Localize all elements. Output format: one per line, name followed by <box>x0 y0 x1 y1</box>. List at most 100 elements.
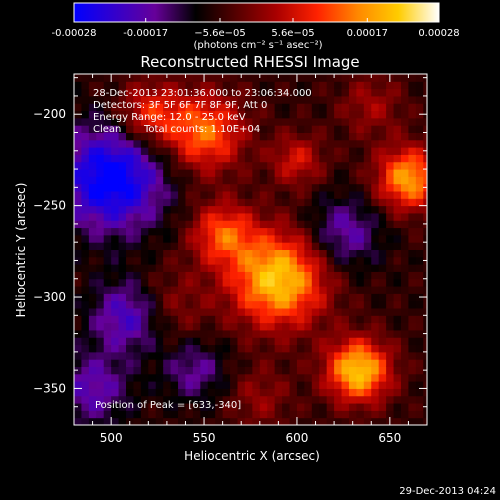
heatmap-cell <box>111 242 120 250</box>
heatmap-cell <box>311 381 320 389</box>
heatmap-cell <box>319 322 328 331</box>
heatmap-cell <box>148 81 157 90</box>
heatmap-cell <box>423 242 427 250</box>
heatmap-cell <box>282 293 291 302</box>
heatmap-cell <box>215 183 224 192</box>
heatmap-cell <box>81 212 90 221</box>
heatmap-cell <box>103 373 112 382</box>
heatmap-cell <box>163 286 172 294</box>
heatmap-cell <box>96 95 105 104</box>
heatmap-cell <box>348 227 357 236</box>
heatmap-cell <box>334 337 343 346</box>
heatmap-cell <box>252 286 261 294</box>
heatmap-cell <box>282 234 291 243</box>
heatmap-cell <box>163 139 172 148</box>
heatmap-cell <box>282 337 291 346</box>
heatmap-cell <box>326 74 335 82</box>
heatmap-cell <box>230 154 238 163</box>
heatmap-cell <box>274 125 283 133</box>
heatmap-cell <box>386 125 395 133</box>
heatmap-cell <box>185 191 194 199</box>
heatmap-cell <box>400 249 409 258</box>
heatmap-cell <box>163 103 172 112</box>
heatmap-cell <box>96 366 105 375</box>
heatmap-cell <box>222 81 231 90</box>
heatmap-cell <box>178 403 186 411</box>
heatmap-cell <box>244 373 253 382</box>
heatmap-cell <box>178 337 186 346</box>
heatmap-cell <box>296 344 305 353</box>
heatmap-cell <box>133 351 142 360</box>
heatmap-cell <box>185 154 194 163</box>
heatmap-cell <box>400 191 409 199</box>
heatmap-cell <box>81 329 90 338</box>
heatmap-cell <box>178 212 186 221</box>
heatmap-cell <box>415 176 424 185</box>
heatmap-cell <box>252 81 261 90</box>
heatmap-cell <box>178 88 186 97</box>
heatmap-cell <box>103 169 112 177</box>
heatmap-cell <box>200 329 209 338</box>
heatmap-cell <box>274 212 283 221</box>
heatmap-cell <box>289 271 298 280</box>
heatmap-cell <box>170 220 179 229</box>
heatmap-cell <box>163 315 172 324</box>
heatmap-cell <box>378 278 387 287</box>
heatmap-cell <box>259 88 268 97</box>
heatmap-cell <box>148 308 157 316</box>
heatmap-cell <box>348 278 357 287</box>
heatmap-cell <box>118 256 127 265</box>
heatmap-cell <box>415 381 424 389</box>
heatmap-cell <box>356 366 365 375</box>
heatmap-cell <box>326 395 335 404</box>
heatmap-cell <box>148 351 157 360</box>
heatmap-cell <box>371 417 380 425</box>
heatmap-cell <box>296 125 305 133</box>
heatmap-cell <box>356 293 365 302</box>
heatmap-cell <box>126 169 134 177</box>
heatmap-cell <box>304 74 313 82</box>
heatmap-cell <box>207 373 216 382</box>
heatmap-cell <box>400 205 409 214</box>
heatmap-cell <box>356 256 365 265</box>
heatmap-cell <box>326 227 335 236</box>
heatmap-cell <box>289 278 298 287</box>
heatmap-cell <box>311 176 320 185</box>
colorbar-frame <box>73 2 440 23</box>
heatmap-cell <box>74 191 82 199</box>
heatmap-cell <box>386 300 395 309</box>
heatmap-cell <box>334 139 343 148</box>
heatmap-cell <box>341 249 350 258</box>
heatmap-cell <box>74 227 82 236</box>
heatmap-cell <box>386 103 395 112</box>
heatmap-cell <box>282 242 291 250</box>
heatmap-cell <box>296 286 305 294</box>
heatmap-cell <box>207 308 216 316</box>
heatmap-cell <box>178 205 186 214</box>
heatmap-cell <box>393 344 402 353</box>
x-axis-label: Heliocentric X (arcsec) <box>184 449 320 463</box>
heatmap-cell <box>363 147 372 155</box>
heatmap-cell <box>371 256 380 265</box>
heatmap-cell <box>371 300 380 309</box>
heatmap-cell <box>200 286 209 294</box>
heatmap-cell <box>111 191 120 199</box>
heatmap-cell <box>408 322 417 331</box>
heatmap-cell <box>334 147 343 155</box>
heatmap-cell <box>81 183 90 192</box>
heatmap-cell <box>230 351 238 360</box>
heatmap-cell <box>259 183 268 192</box>
heatmap-cell <box>386 139 395 148</box>
heatmap-cell <box>334 176 343 185</box>
heatmap-cell <box>304 88 313 97</box>
heatmap-cell <box>341 271 350 280</box>
heatmap-cell <box>341 95 350 104</box>
heatmap-cell <box>163 271 172 280</box>
heatmap-cell <box>163 176 172 185</box>
heatmap-cell <box>348 388 357 397</box>
heatmap-cell <box>415 271 424 280</box>
heatmap-cell <box>103 315 112 324</box>
heatmap-cell <box>319 227 328 236</box>
heatmap-cell <box>282 198 291 207</box>
heatmap-cell <box>334 74 343 82</box>
